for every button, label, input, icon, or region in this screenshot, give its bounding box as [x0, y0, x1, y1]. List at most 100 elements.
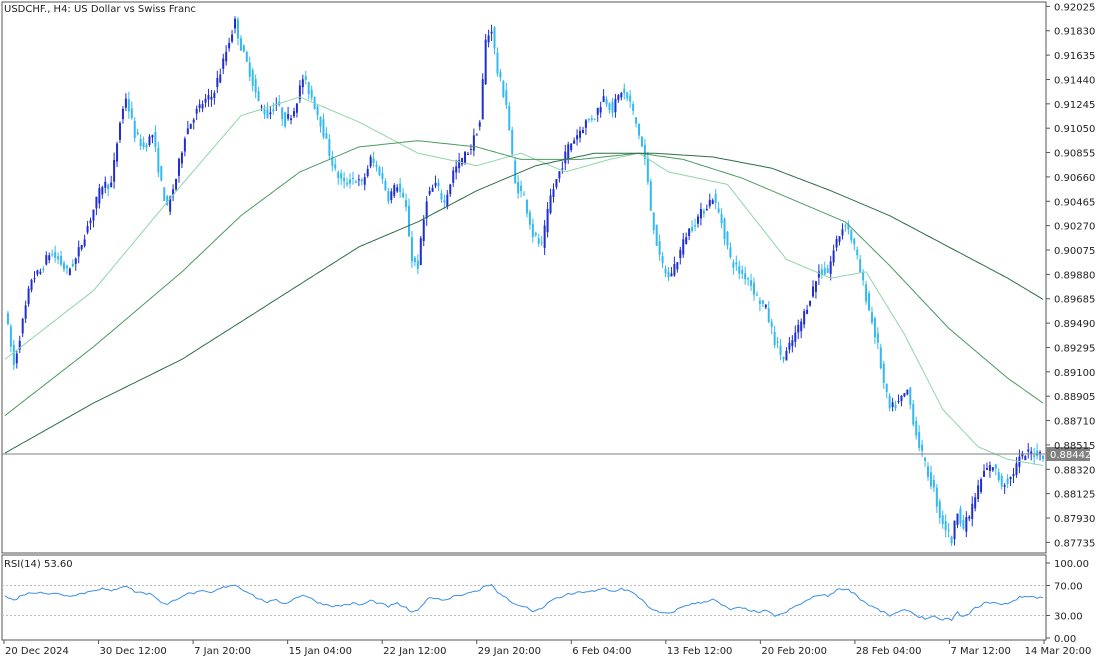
candle-body: [505, 90, 508, 105]
candle-body: [540, 242, 543, 244]
candle: [189, 123, 192, 129]
time-axis[interactable]: 20 Dec 2024 30 Dec 12:00 7 Jan 20:00 15 Jan…: [3, 640, 1091, 657]
candle-body: [891, 402, 894, 408]
candle: [935, 483, 938, 514]
candle: [826, 264, 829, 274]
candle: [897, 394, 900, 404]
candle-body: [322, 119, 325, 137]
candle: [770, 318, 773, 335]
candle-body: [369, 156, 372, 167]
candle-body: [661, 256, 664, 264]
candle-body: [204, 98, 207, 103]
price-tick-label: 0.91635: [1054, 51, 1095, 62]
candle-body: [130, 108, 133, 119]
candle-body: [231, 34, 234, 42]
candle: [71, 259, 74, 268]
candle-body: [478, 122, 481, 127]
candle: [764, 304, 767, 310]
candle: [632, 101, 635, 115]
candle: [649, 178, 652, 211]
price-tick-label: 0.88905: [1054, 392, 1095, 403]
candle: [655, 224, 658, 247]
candle-body: [929, 472, 932, 487]
candle-body: [803, 311, 806, 325]
candle-body: [599, 107, 602, 113]
candle-body: [991, 467, 994, 471]
candle-body: [172, 189, 175, 196]
candle: [107, 183, 110, 196]
candle: [183, 136, 186, 157]
rsi-tick-label: 70.00: [1054, 582, 1083, 593]
candle: [611, 97, 614, 118]
candle-body: [402, 192, 405, 198]
candle-body: [525, 199, 528, 214]
candle: [130, 101, 133, 120]
candle: [487, 29, 490, 48]
candle: [307, 81, 310, 100]
candle: [991, 467, 994, 472]
candle: [926, 462, 929, 481]
candle: [699, 202, 702, 226]
candle: [944, 514, 947, 538]
candle-body: [988, 465, 991, 471]
candle: [823, 261, 826, 276]
candle: [838, 236, 841, 246]
candle: [452, 166, 455, 187]
candle: [434, 175, 437, 189]
candle: [77, 240, 80, 264]
candle-body: [838, 236, 841, 242]
candle: [186, 120, 189, 135]
candle-body: [354, 181, 357, 183]
candle-body: [349, 179, 352, 184]
candle: [104, 176, 107, 194]
candle-body: [950, 536, 953, 544]
candle: [850, 229, 853, 244]
candle-body: [584, 120, 587, 128]
candle: [98, 183, 101, 209]
candle: [811, 280, 814, 298]
price-axis[interactable]: 0.92025 0.91830 0.91635 0.91440 0.91245 0.910…: [1046, 2, 1095, 549]
candle: [903, 392, 906, 398]
candle: [844, 223, 847, 232]
candle: [508, 102, 511, 131]
candle: [997, 468, 1000, 483]
candle: [590, 115, 593, 123]
current-price-tag: 0.88442: [1050, 450, 1091, 461]
candle: [384, 178, 387, 192]
candle: [1012, 468, 1015, 484]
candle: [868, 290, 871, 312]
candle: [18, 335, 21, 354]
candle-body: [18, 340, 21, 350]
candle-body: [464, 151, 467, 163]
candle: [316, 104, 319, 120]
candle-body: [829, 261, 832, 274]
candle-body: [6, 313, 9, 324]
candle: [180, 151, 183, 169]
candle-body: [186, 128, 189, 135]
time-tick-label: 28 Feb 04:00: [856, 646, 922, 657]
candle: [366, 165, 369, 178]
candle: [443, 194, 446, 209]
candle-body: [823, 268, 826, 275]
price-tick-label: 0.88710: [1054, 417, 1095, 428]
candle: [263, 104, 266, 120]
candle-body: [909, 387, 912, 405]
candle: [290, 114, 293, 125]
candle: [478, 120, 481, 131]
candle-body: [310, 89, 313, 98]
candle: [33, 271, 36, 283]
chart-frames: [1, 1, 1047, 641]
candle-body: [593, 118, 596, 120]
candle: [635, 117, 638, 128]
candle: [543, 219, 546, 255]
candle: [207, 88, 210, 107]
time-tick-label: 6 Feb 04:00: [572, 646, 631, 657]
candle-body: [169, 197, 172, 212]
candle-body: [160, 166, 163, 181]
candle-body: [962, 520, 965, 529]
candle-body: [390, 191, 393, 200]
candle-body: [679, 249, 682, 259]
candle-body: [570, 143, 573, 151]
